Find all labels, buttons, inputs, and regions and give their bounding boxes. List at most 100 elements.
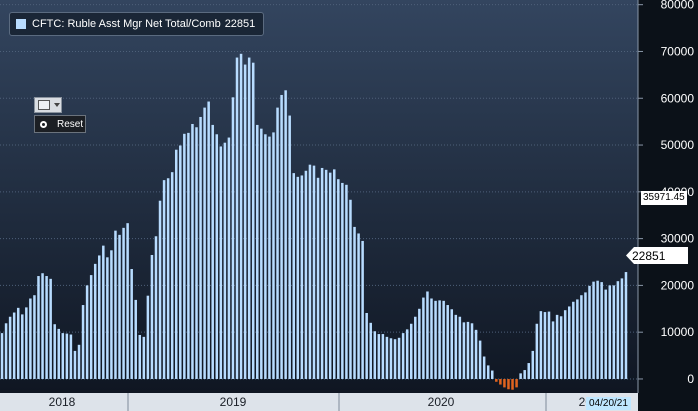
bar [389, 338, 393, 379]
bar [57, 328, 60, 379]
bar [174, 149, 178, 379]
legend[interactable]: CFTC: Ruble Asst Mgr Net Total/Comb 2285… [9, 12, 265, 36]
legend-swatch [16, 19, 26, 29]
x-tick-label: 2019 [220, 395, 247, 409]
bar [474, 329, 478, 379]
bar [438, 300, 441, 379]
bar [337, 179, 340, 379]
bar [284, 90, 287, 379]
bar [308, 164, 312, 379]
bar [106, 257, 109, 379]
bar [551, 321, 555, 379]
bar [422, 297, 425, 379]
bar [324, 169, 328, 379]
bar [482, 356, 486, 379]
legend-value: 22851 [224, 18, 256, 30]
chart-type-button[interactable] [34, 97, 62, 113]
bar [158, 200, 162, 379]
reset-label: Reset [57, 118, 84, 130]
bar [251, 62, 255, 379]
bar [576, 299, 579, 379]
bar [450, 309, 454, 379]
bar [312, 165, 316, 379]
bar [503, 378, 506, 388]
bar [604, 289, 607, 379]
bar [4, 323, 8, 379]
bar [385, 336, 389, 379]
bar [0, 333, 4, 379]
legend-label: CFTC: Ruble Asst Mgr Net Total/Comb [32, 18, 221, 30]
bar [61, 333, 65, 379]
bar [272, 132, 275, 379]
bar [29, 298, 32, 379]
bar [21, 314, 24, 379]
bar [37, 276, 40, 379]
bar [256, 124, 259, 379]
y-tick-label: 50000 [661, 138, 695, 152]
bar [33, 295, 36, 379]
bar [466, 321, 470, 379]
bar [65, 333, 69, 379]
bar [535, 323, 539, 379]
bar [580, 295, 583, 379]
bar [345, 184, 348, 379]
bar [93, 263, 97, 379]
bar [486, 365, 490, 379]
bar [150, 254, 154, 379]
bar [268, 136, 271, 379]
bar [81, 305, 85, 379]
bar [134, 299, 137, 379]
bar [154, 236, 158, 379]
last-value-tag: 22851 [626, 247, 688, 264]
bar [499, 378, 502, 385]
bar [320, 167, 324, 379]
y-tick-label: 70000 [661, 45, 695, 59]
bar [523, 370, 526, 379]
bar [393, 339, 397, 379]
bar [446, 305, 449, 379]
bar [584, 292, 587, 379]
bar [377, 334, 381, 379]
reset-button[interactable]: Reset [34, 115, 86, 133]
bar [98, 255, 101, 379]
bar [304, 170, 308, 379]
bar [122, 227, 125, 379]
bar [442, 300, 445, 379]
bar [195, 127, 198, 379]
reference-value-tag: 35971.45 [641, 191, 687, 205]
bar [73, 350, 77, 379]
chevron-down-icon [54, 103, 60, 107]
bar [227, 137, 231, 379]
bar [199, 116, 202, 379]
bar [41, 273, 44, 379]
bar [543, 312, 547, 379]
y-tick-label: 20000 [661, 278, 695, 292]
bar [110, 250, 113, 379]
bar [231, 97, 235, 379]
bar [130, 269, 133, 379]
bar [596, 280, 599, 379]
bar [85, 285, 89, 379]
bar [353, 226, 356, 379]
bar [555, 314, 559, 379]
bar [430, 298, 433, 379]
bar [341, 182, 344, 379]
bar [207, 101, 210, 379]
bar [409, 323, 413, 379]
bar [25, 307, 28, 379]
bar [316, 177, 320, 379]
bar [624, 272, 628, 379]
y-tick-label: 60000 [661, 91, 695, 105]
bar [235, 57, 239, 379]
bar [478, 340, 482, 379]
bar [612, 285, 616, 379]
bar [203, 107, 206, 379]
bar [146, 295, 150, 379]
bar [568, 306, 571, 379]
bar [118, 234, 121, 379]
bar [89, 275, 93, 379]
bar [369, 322, 372, 379]
chart-type-icon [38, 100, 50, 110]
bar [166, 178, 170, 379]
bar-series [0, 53, 628, 390]
